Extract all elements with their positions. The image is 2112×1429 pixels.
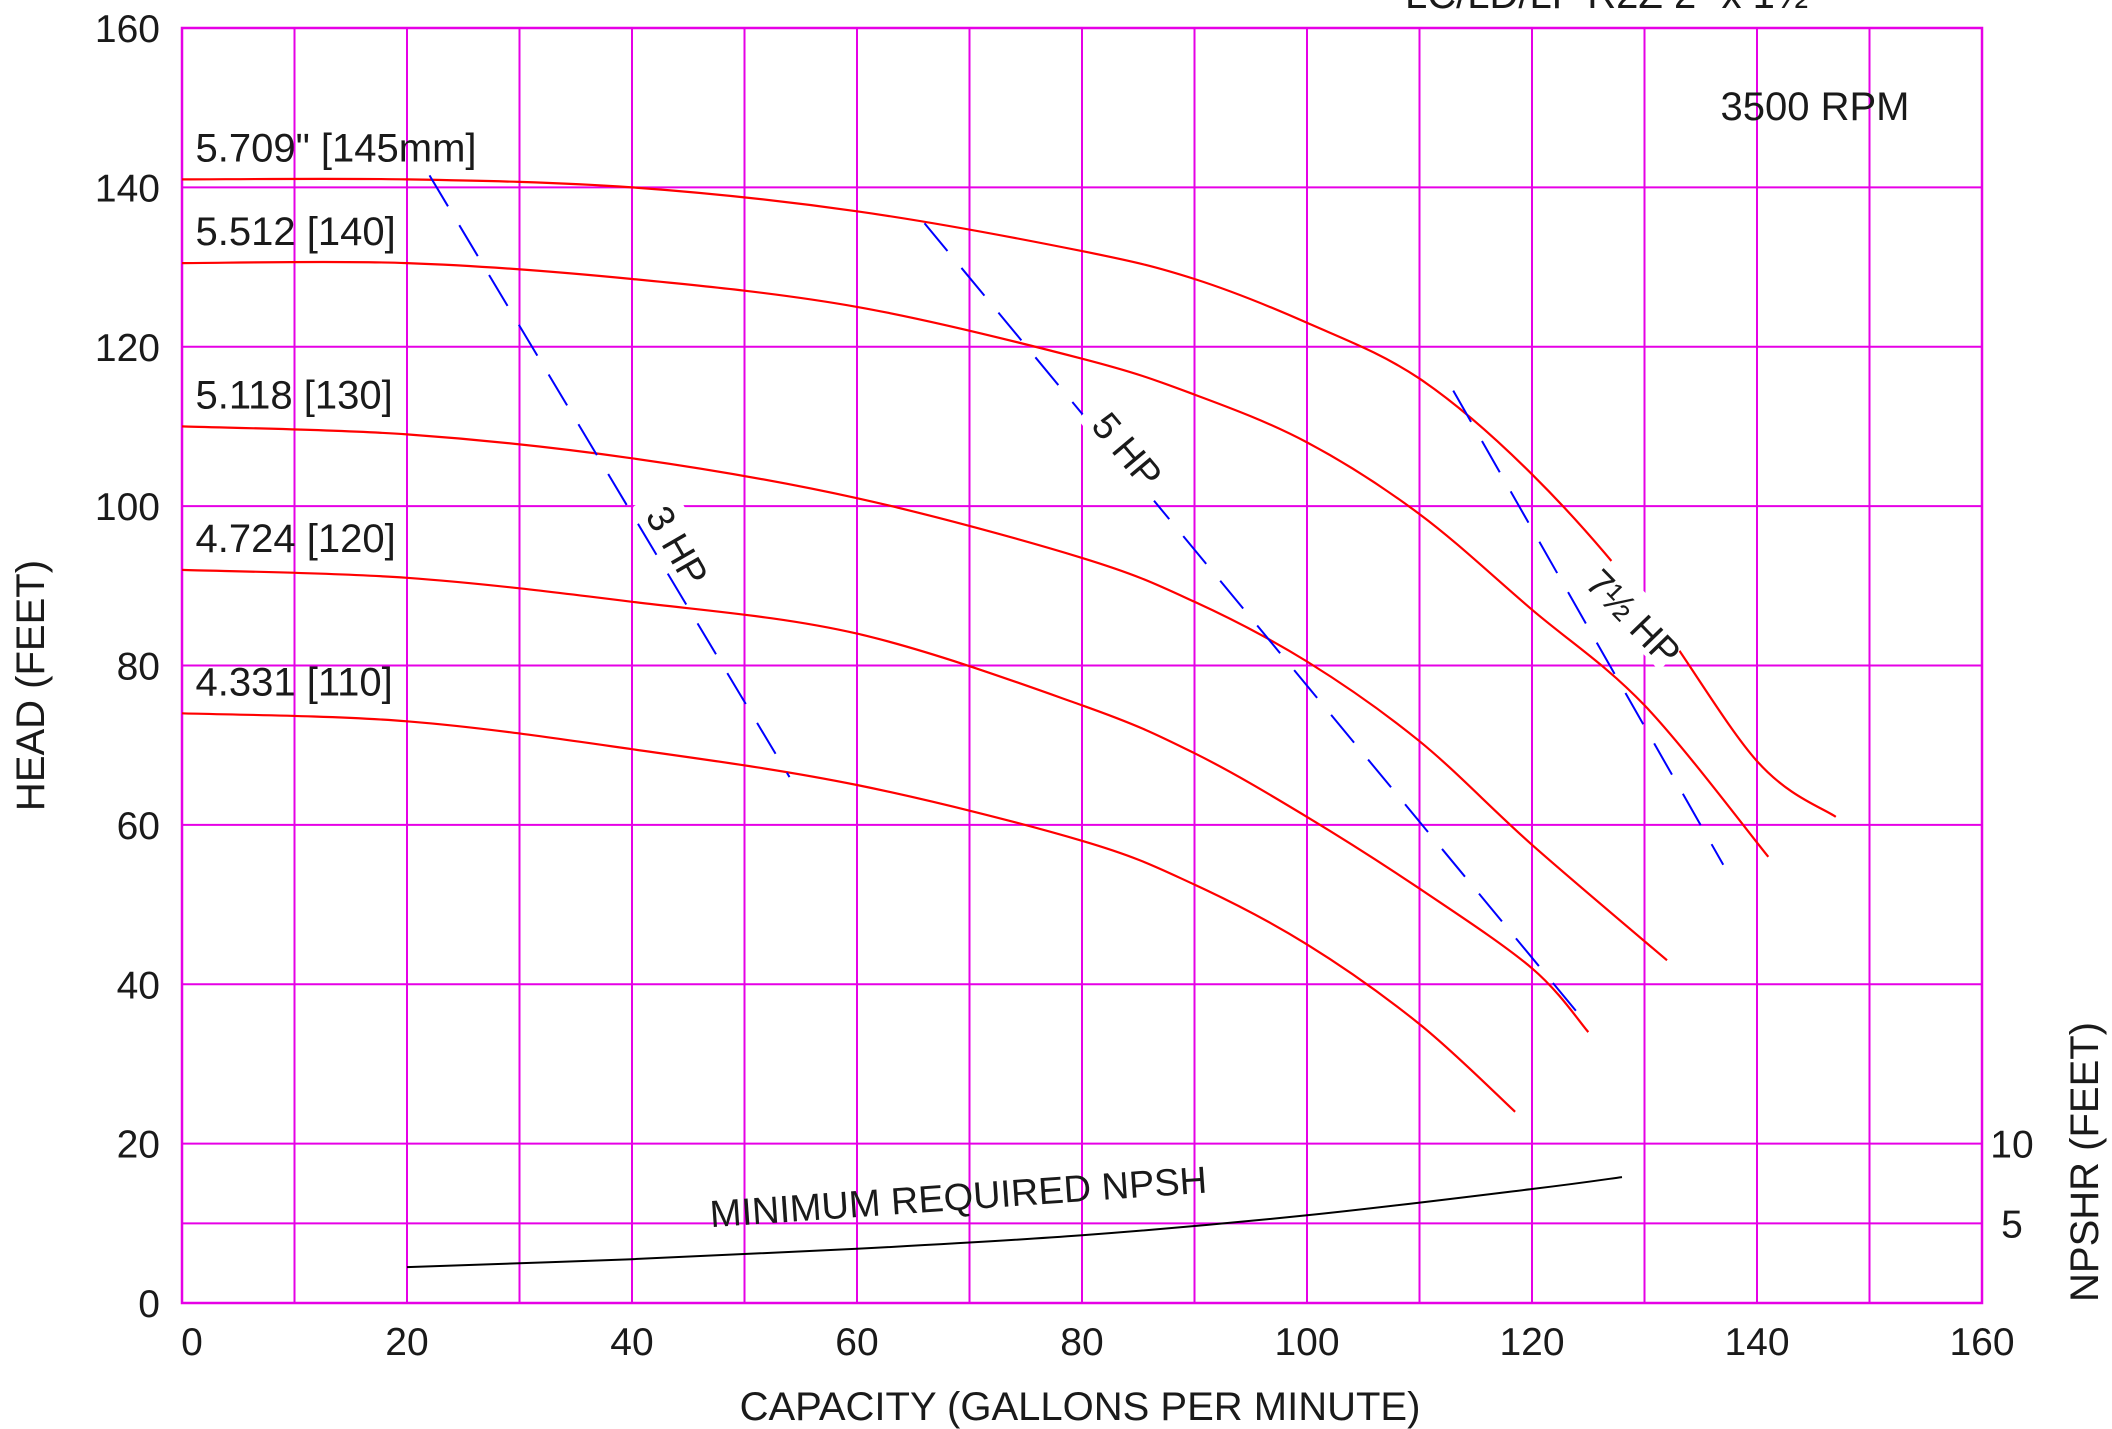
y2-tick-label: 10 [1990,1124,2033,1167]
horsepower-label-backdrop [1077,390,1183,505]
impeller-diameter-label: 5.512 [140] [196,210,396,254]
horsepower-label-backdrop [1581,559,1691,671]
y-tick-label: 60 [117,805,160,848]
horsepower-line [1452,390,1725,866]
impeller-diameter-label: 4.331 [110] [196,660,393,704]
head-curve-line [181,568,1590,1033]
y2-tick-label: 5 [2001,1203,2023,1246]
y-tick-label: 160 [95,8,160,51]
x-tick-label: 100 [1274,1321,1339,1364]
horsepower-label-backdrop [633,484,728,604]
x-tick-label: 0 [181,1321,203,1364]
grid [180,26,1984,1305]
x-tick-label: 60 [835,1321,878,1364]
head-curve-line [181,425,1668,962]
chart-labels: 0 20 40 60 80 100 120 140 160 0 20 40 60 80 100 120 140 1… [9,0,2107,1429]
x-tick-label: 160 [1949,1321,2014,1364]
y2-axis-title: NPSHR (FEET) [2063,1022,2107,1302]
x-tick-label: 140 [1724,1321,1789,1364]
y-tick-label: 120 [95,327,160,370]
rpm-label: 3500 RPM [1721,85,1910,129]
plot-frame [180,26,1984,1305]
horsepower-line [428,174,791,778]
chart-header-fragment: LC/LD/LF R2Z 2" x 1½ [1405,0,1808,17]
x-axis-title: CAPACITY (GALLONS PER MINUTE) [740,1385,1421,1429]
y-tick-label: 40 [117,964,160,1007]
head-curve-line [181,260,1770,858]
y-tick-label: 80 [117,646,160,689]
x-tick-label: 20 [385,1321,428,1364]
npsh-curve-group: MINIMUM REQUIRED NPSH [406,1160,1623,1269]
horsepower-line [923,222,1578,1013]
npsh-curve-line [406,1176,1623,1269]
head-curve-line [181,712,1516,1113]
head-curves [181,177,1837,1113]
x-tick-label: 40 [610,1321,653,1364]
head-curve-line [181,177,1837,818]
npsh-curve-label: MINIMUM REQUIRED NPSH [708,1160,1208,1237]
y-tick-label: 20 [117,1124,160,1167]
y-tick-label: 0 [138,1283,160,1326]
y-tick-label: 100 [95,486,160,529]
x-tick-label: 80 [1060,1321,1103,1364]
impeller-diameter-label: 5.118 [130] [196,373,393,417]
y-tick-label: 140 [95,167,160,210]
impeller-diameter-label: 5.709" [145mm] [196,126,477,170]
y-axis-title: HEAD (FEET) [9,560,53,811]
x-tick-label: 120 [1499,1321,1564,1364]
impeller-diameter-label: 4.724 [120] [196,517,396,561]
